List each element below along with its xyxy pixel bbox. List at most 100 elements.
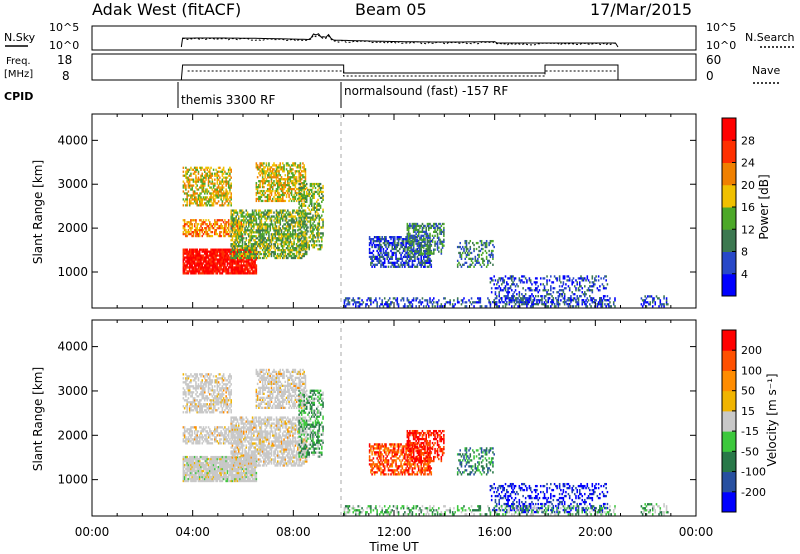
power-cell (220, 248, 222, 251)
power-cell (230, 260, 232, 263)
power-cell (518, 291, 521, 294)
power-cell (235, 245, 238, 248)
power-cell (504, 287, 507, 290)
power-cell (399, 247, 401, 251)
power-cell (220, 225, 222, 228)
power-cell (577, 305, 580, 308)
power-cell (234, 221, 236, 224)
power-cell (216, 223, 219, 226)
power-cell (270, 215, 273, 218)
power-cell (303, 252, 305, 256)
power-cell (264, 182, 266, 185)
power-cell (429, 234, 431, 237)
power-cell (502, 305, 504, 308)
power-cell (240, 229, 243, 232)
power-cell (187, 176, 190, 179)
power-cell (237, 223, 240, 226)
power-cell (304, 204, 307, 207)
power-cell (198, 166, 201, 169)
power-cell (458, 251, 460, 255)
power-cell (274, 197, 277, 201)
power-cell (201, 198, 204, 201)
power-cell (221, 202, 224, 205)
power-cell (309, 236, 312, 239)
power-cell (504, 275, 507, 278)
power-cell (191, 202, 193, 205)
power-cell (587, 279, 590, 282)
power-cell (298, 236, 300, 239)
power-cell (261, 172, 264, 175)
power-cell (182, 256, 185, 259)
power-cell (289, 231, 292, 234)
power-cell (273, 195, 275, 199)
power-cell (234, 232, 236, 236)
power-cell (378, 257, 381, 261)
power-cell (488, 259, 490, 262)
power-cell (231, 231, 234, 234)
power-cell (280, 215, 283, 218)
power-cell (183, 186, 186, 189)
power-cell (599, 299, 601, 302)
power-cell (641, 305, 644, 308)
power-cell (383, 265, 386, 268)
power-cell (298, 170, 300, 173)
power-cell (464, 301, 467, 304)
power-cell (232, 225, 235, 228)
power-cell (249, 219, 251, 222)
power-cell (474, 257, 477, 261)
power-cell (586, 277, 589, 280)
power-cell (526, 279, 528, 282)
power-cell (197, 254, 200, 257)
power-cell (309, 226, 312, 229)
power-cell (259, 241, 261, 244)
power-cell (197, 272, 200, 275)
power-cell (494, 287, 497, 290)
power-cell (482, 251, 484, 255)
power-cell (182, 264, 185, 267)
power-cell (195, 221, 197, 224)
power-cell (261, 174, 264, 177)
power-cell (269, 229, 271, 232)
power-cell (197, 252, 200, 255)
power-cell (483, 241, 485, 245)
power-cell (292, 237, 294, 240)
power-cell (225, 258, 227, 261)
power-cell (395, 251, 397, 255)
power-cell (474, 259, 477, 262)
power-cell (221, 204, 224, 207)
power-cell (436, 246, 439, 249)
power-cell (243, 268, 245, 271)
power-cell (195, 250, 197, 253)
power-cell (273, 229, 275, 232)
power-cell (492, 300, 494, 304)
power-cell (348, 301, 351, 304)
power-cell (528, 277, 531, 280)
power-cell (203, 196, 206, 199)
power-cell (416, 228, 419, 232)
power-cell (293, 246, 295, 250)
power-cell (645, 297, 648, 300)
power-cell (449, 303, 451, 306)
power-cell (195, 234, 197, 238)
power-cell (258, 166, 260, 169)
power-cell (294, 176, 297, 179)
power-cell (516, 301, 518, 304)
power-cell (220, 194, 222, 197)
power-cell (524, 300, 527, 304)
power-cell (568, 297, 571, 300)
power-cell (317, 248, 319, 251)
power-cell (201, 174, 204, 177)
power-cell (205, 260, 207, 263)
power-cell (284, 235, 287, 238)
power-cell (319, 236, 322, 239)
power-cell (191, 260, 193, 263)
power-cell (518, 293, 521, 296)
power-cell (308, 240, 310, 243)
power-cell (426, 248, 429, 251)
power-colorbar-blocks (722, 118, 736, 297)
power-cell (258, 233, 260, 236)
power-cell (196, 268, 198, 271)
power-cell (436, 234, 439, 237)
power-cell (297, 239, 299, 242)
